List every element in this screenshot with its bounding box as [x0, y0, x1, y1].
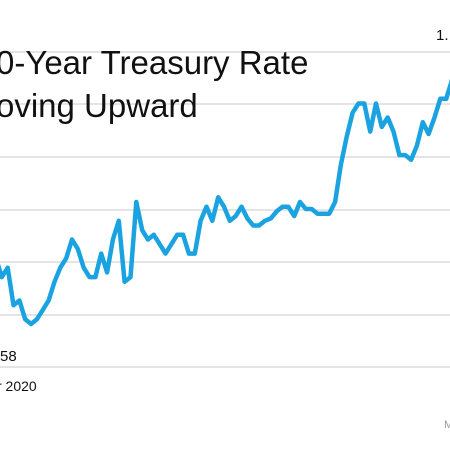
gridlines [0, 51, 450, 368]
start-value-label: 58 [0, 348, 17, 365]
chart-title-line-1: 0-Year Treasury Rate [0, 44, 308, 81]
series-line-1 [0, 78, 450, 327]
series-layer [0, 78, 450, 327]
chart-title-line-2: oving Upward [0, 87, 198, 124]
x-axis-label: r 2020 [0, 378, 37, 394]
end-value-label: 1. [436, 27, 449, 44]
watermark: M [444, 419, 450, 431]
